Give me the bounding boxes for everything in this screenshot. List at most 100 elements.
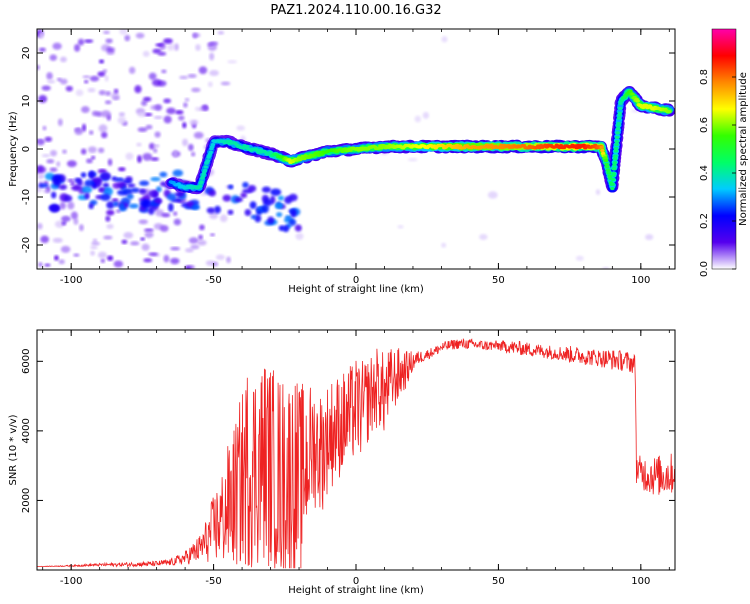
spectrogram-noise-blob	[148, 252, 159, 256]
spectrogram-noise-blob	[173, 211, 178, 216]
spectrogram-branch-blob	[227, 209, 234, 215]
spectrogram-noise-blob	[175, 110, 184, 115]
spectrogram-noise-blob	[105, 38, 113, 44]
spectrogram-x-ticks: -100 -50 0 50 100	[42, 29, 670, 286]
spectrogram-noise-blob	[74, 43, 81, 52]
spectrogram-noise-blob	[130, 241, 140, 246]
spectrogram-noise-blob	[125, 152, 134, 161]
spectrogram-noise-blob	[422, 111, 430, 119]
spectrogram-noise-blob	[575, 255, 584, 261]
spectrogram-noise-blob	[101, 131, 108, 139]
spectrogram-branch-blob	[84, 179, 95, 187]
spectrogram-ridge-mark	[197, 184, 203, 188]
spectrogram-branch-blob	[167, 202, 174, 212]
spectrogram-noise-blob	[60, 56, 67, 63]
spectrogram-noise-blob	[92, 238, 98, 243]
spectrogram-ridge-mark	[603, 156, 608, 160]
spectrogram-noise-blob	[155, 43, 164, 47]
spectrogram-ridge-mark	[610, 186, 615, 191]
spectrogram-noise-blob	[137, 127, 148, 132]
spectrogram-noise-blob	[179, 75, 189, 80]
spectrogram-branch-blob	[261, 204, 270, 214]
spectrogram-noise-blob	[142, 152, 153, 161]
spectrogram-noise-blob	[119, 29, 128, 36]
spectrogram-noise-blob	[123, 232, 134, 239]
spectrogram-noise-blob	[37, 186, 43, 193]
spectrogram-noise-blob	[207, 43, 218, 51]
spectrogram-noise-blob	[136, 142, 142, 147]
spectrogram-noise-blob	[90, 250, 95, 256]
spectrogram-noise-blob	[89, 75, 100, 82]
spectrogram-noise-blob	[79, 224, 84, 232]
spectrogram-noise-blob	[67, 178, 75, 183]
spectrogram-noise-blob	[50, 149, 58, 157]
spectrogram-noise-blob	[40, 235, 50, 244]
spectrogram-noise-blob	[37, 223, 43, 230]
spectrogram-noise-blob	[188, 237, 199, 244]
spectrogram-branch-blob	[100, 193, 111, 201]
spectrogram-noise-blob	[209, 69, 219, 77]
spectrogram-noise-blob	[82, 75, 91, 79]
spectrogram-noise-blob	[38, 94, 48, 103]
spectrogram-branch-blob	[222, 194, 232, 202]
spectrogram-ridge-mark	[610, 182, 615, 186]
spectrogram-noise-blob	[90, 245, 98, 250]
spectrogram-ridge-mark	[202, 168, 208, 173]
spectrogram-noise-blob	[52, 42, 62, 50]
spectrogram-noise-blob	[198, 66, 208, 75]
spectrogram-branch-blob	[139, 180, 150, 186]
spectrogram-branch-blob	[242, 181, 249, 189]
spectrogram-branch-blob	[206, 207, 216, 214]
spectrogram-noise-blob	[49, 54, 58, 61]
spectrogram-ridge-mark	[617, 111, 623, 115]
spectrogram-noise-blob	[101, 110, 111, 118]
snr-x-tick-label: 50	[492, 576, 505, 587]
colorbar-ticks: 0.0 0.2 0.4 0.6 0.8	[699, 69, 736, 277]
snr-x-ticks: -100 -50 0 50 100	[42, 330, 670, 587]
spectrogram-ridge-mark	[630, 92, 635, 96]
spectrogram-noise-blob	[183, 102, 188, 108]
spectrogram-noise-blob	[195, 44, 201, 51]
spectrogram-ridge-mark	[617, 106, 623, 110]
spectrogram-noise-blob	[97, 147, 105, 154]
spectrogram-noise-blob	[70, 211, 78, 220]
spectrogram-noise-blob	[135, 32, 145, 39]
spectrogram-noise-blob	[190, 244, 200, 250]
spectrogram-noise-blob	[116, 209, 121, 213]
spectrogram-noise-blob	[80, 148, 87, 155]
spectrogram-noise-blob	[46, 72, 53, 80]
snr-series-line	[37, 337, 675, 569]
spectrogram-noise-blob	[61, 220, 67, 226]
spectrogram-ridge-mark	[611, 167, 617, 171]
spectrogram-noise-blob	[118, 112, 125, 117]
spectrogram-ridge-mark	[245, 144, 250, 149]
spectrogram-ridge-mark	[612, 161, 618, 165]
spectrogram-noise-blob	[104, 100, 112, 105]
spectrogram-ridge-mark	[613, 154, 618, 158]
spectrogram-noise-blob	[86, 158, 93, 164]
spectrogram-noise-blob	[166, 107, 176, 115]
spectrogram-noise-blob	[173, 218, 182, 226]
spectrogram-noise-blob	[106, 223, 114, 230]
spectrogram-noise-blob	[178, 115, 185, 121]
spectrogram-noise-blob	[87, 87, 96, 93]
spectrogram-noise-blob	[182, 122, 187, 129]
spectrogram-noise-blob	[192, 32, 198, 39]
spectrogram-branch-blob	[278, 225, 285, 232]
spectrogram-branch-blob	[294, 224, 302, 232]
spectrogram-noise-blob	[197, 239, 207, 246]
spectrogram-branch-blob	[122, 187, 133, 195]
spectrogram-noise-blob	[49, 167, 58, 172]
spectrogram-branch-blob	[166, 193, 177, 201]
spectrogram-branch-blob	[227, 184, 234, 190]
spectrogram-ridge-mark	[614, 143, 619, 147]
spectrogram-noise-blob	[184, 97, 190, 102]
spectrogram-ridge-mark	[302, 157, 307, 161]
spectrogram-branch-blob	[148, 189, 159, 198]
spectrogram-noise-blob	[190, 151, 196, 157]
spectrogram-noise-blob	[39, 31, 44, 40]
spectrogram-noise-blob	[37, 64, 40, 71]
spectrogram-branch-blob	[84, 192, 90, 200]
spectrogram-branch-blob	[80, 172, 87, 178]
spectrogram-noise-blob	[236, 125, 246, 131]
